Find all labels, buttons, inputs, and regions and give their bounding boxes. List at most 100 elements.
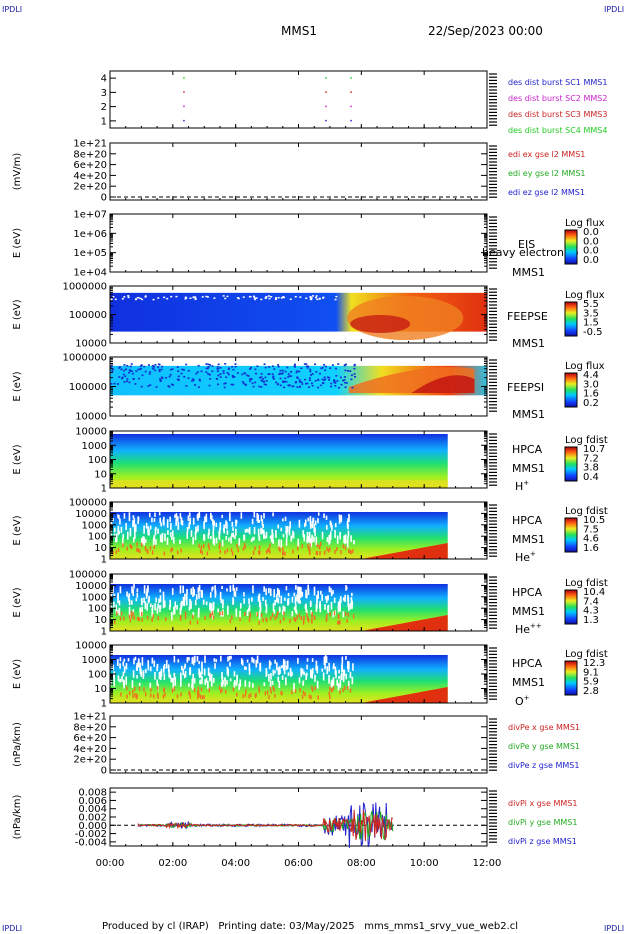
hpca_o-gap — [188, 656, 190, 661]
hpca_hepp-colorbar-tick: 7.4 — [583, 596, 599, 607]
feepsi-noise — [298, 386, 301, 388]
feepsi-noise — [333, 380, 336, 382]
feepsi-noise — [336, 380, 339, 382]
hpca_hepp-gap — [149, 603, 152, 608]
feepsi-noise — [258, 385, 261, 388]
hpca_he-gap — [309, 523, 312, 529]
hpca_hepp-gap — [133, 584, 135, 589]
hpca_o-gap — [244, 680, 247, 687]
feepsi-noise — [123, 364, 126, 366]
feepsi-noise — [310, 382, 313, 385]
burst-point — [183, 77, 185, 79]
hpca_he-speckle — [226, 548, 229, 553]
hpca_o-speckle — [254, 693, 257, 698]
hpca_he-gap — [221, 539, 224, 547]
feepsi-noise — [129, 370, 132, 372]
hpca_he-gap — [346, 539, 349, 548]
feepsi-noise — [296, 370, 299, 372]
hpca_he-gap — [334, 530, 336, 539]
hpca_hepp-speckle — [333, 611, 336, 616]
hpca_he-gap — [285, 538, 288, 546]
hpca_he-gap — [148, 528, 150, 536]
feepse-noise — [222, 295, 225, 297]
hpca_he-speckle — [206, 551, 209, 556]
hpca_hepp-gap — [143, 597, 145, 603]
feepsi-noise — [143, 365, 146, 368]
hpca_o-gap — [316, 666, 319, 674]
feepsi-noise — [118, 376, 121, 378]
feepsi-noise — [279, 377, 282, 380]
hpca_hepp-gap — [159, 595, 162, 603]
hpca_he-colorbar-tick: 10.5 — [583, 515, 605, 526]
hpca_hepp-speckle — [192, 614, 194, 619]
hpca_o-gap — [167, 664, 170, 672]
hpca_o-gap — [306, 664, 308, 670]
hpca_hepp-speckle — [337, 614, 340, 619]
hpca_he-ytick-label: 10000 — [75, 509, 107, 520]
hpca_he-speckle — [282, 551, 284, 556]
feepsi-noise — [321, 366, 324, 369]
feepsi-noise — [258, 376, 261, 379]
burst-ytick-label: 1 — [101, 116, 107, 127]
hpca_h-charge-label: + — [523, 479, 529, 487]
hpca_hepp-gap — [313, 586, 316, 596]
hpca_he-gap — [213, 538, 216, 546]
feepsi-noise — [344, 386, 347, 389]
hpca_hepp-gap — [188, 606, 191, 611]
feepsi-noise — [148, 373, 151, 375]
hpca_he-ytick-label: 1 — [101, 555, 107, 566]
feepsi-noise — [309, 374, 312, 376]
hpca_he-speckle — [137, 548, 140, 553]
feepsi-noise — [208, 373, 211, 376]
hpca_he-gap — [244, 529, 247, 533]
feepsi-noise — [180, 372, 183, 375]
hpca_he-gap — [338, 516, 341, 524]
hpca_he-gap — [329, 520, 332, 526]
hpca_hepp-gap — [297, 586, 299, 593]
hpca_hepp-speckle — [231, 615, 233, 620]
hpca_hepp-gap — [299, 590, 302, 599]
hpca_h-panel: 1 10 100 1000 10000 E (eV) HPCA MMS1 H+ Log fdist… — [12, 427, 608, 495]
hpca_o-gap — [347, 665, 350, 673]
hpca_hepp-gap — [135, 598, 138, 602]
hpca_he-gap — [298, 519, 301, 528]
hpca_o-gap — [255, 659, 258, 668]
hpca_o-gap — [239, 679, 242, 687]
hpca_he-gap — [286, 531, 288, 539]
hpca_o-gap — [141, 657, 144, 666]
feepsi-noise — [283, 386, 286, 389]
hpca_o-gap — [323, 656, 326, 666]
hpca_o-speckle — [301, 694, 304, 699]
hpca_he-gap — [162, 519, 165, 525]
hpca_o-gap — [192, 660, 195, 666]
hpca_hepp-gap — [220, 611, 223, 617]
feepsi-noise — [322, 382, 325, 385]
feepse-noise — [237, 297, 240, 300]
corner-label-br: IPDLI — [604, 924, 625, 933]
hpca_hepp-speckle — [138, 617, 140, 622]
hpca_he-gap — [210, 512, 212, 520]
feepsi-noise — [284, 370, 287, 373]
feepsi-noise — [171, 383, 174, 386]
feepsi-noise — [111, 370, 114, 372]
hpca_o-gap — [347, 660, 349, 670]
hpca_o-gap — [182, 668, 185, 676]
hpca_o-gap — [311, 670, 313, 679]
hpca_o-speckle — [189, 694, 191, 699]
hpca_o-gap — [274, 670, 276, 674]
feepse-colorbar-tick: -0.5 — [583, 327, 603, 338]
hpca_he-gap — [169, 516, 171, 522]
hpca_he-gap — [253, 536, 255, 541]
feepsi-noise — [207, 366, 210, 368]
hpca_hepp-speckle — [283, 616, 285, 621]
hpca_h-colorbar-tick: 3.8 — [583, 463, 599, 474]
hpca_o-gap — [298, 677, 301, 681]
hpca_he-gap — [257, 514, 260, 523]
hpca_hepp-speckle — [295, 618, 297, 623]
hpca_o-gap — [252, 683, 254, 688]
hpca_hepp-speckle — [248, 617, 251, 622]
divpi-ytick-label: 0.006 — [78, 796, 107, 807]
feepsi-colorbar-tick: 1.6 — [583, 389, 599, 400]
divpi-ytick-label: 0.000 — [78, 821, 107, 832]
hpca_he-ytick-label: 1000 — [82, 520, 107, 531]
